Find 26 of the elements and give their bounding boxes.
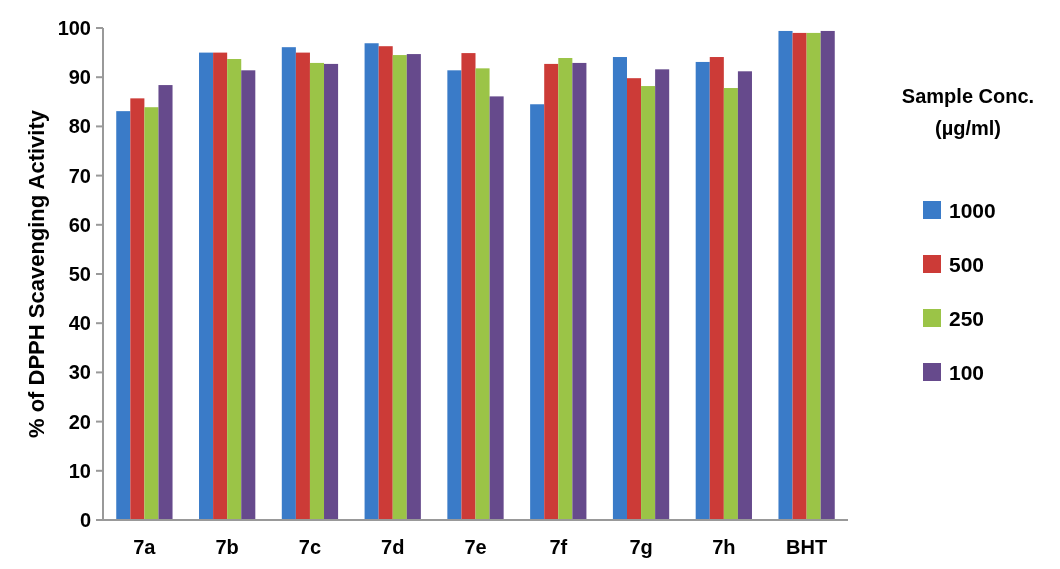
- y-tick-label: 50: [68, 263, 91, 285]
- y-tick-label: 90: [68, 66, 91, 89]
- x-tick-label: 7h: [712, 536, 736, 558]
- x-tick-label: 7e: [464, 536, 487, 558]
- x-tick-label: 7c: [298, 536, 322, 558]
- y-tick-label: 0: [79, 509, 91, 531]
- y-tick-label: 60: [68, 213, 91, 236]
- x-tick-label: 7f: [549, 536, 568, 558]
- x-tick-label: 7a: [133, 536, 157, 558]
- y-tick-label: 100: [57, 17, 91, 39]
- legend-label: 500: [949, 253, 985, 277]
- x-tick-label: 7b: [215, 536, 239, 558]
- x-tick-label: 7g: [629, 536, 653, 558]
- y-tick-label: 10: [68, 459, 91, 482]
- legend-label: 1000: [949, 199, 996, 223]
- y-tick-label: 30: [68, 361, 91, 384]
- legend-label: 250: [949, 307, 985, 331]
- y-tick-label: 80: [68, 115, 91, 138]
- x-tick-label: BHT: [786, 536, 828, 558]
- y-axis-title: % of DPPH Scavenging Activity: [24, 109, 49, 439]
- y-tick-label: 70: [68, 164, 91, 187]
- legend-title: Sample Conc. (µg/ml): [901, 85, 1035, 139]
- x-tick-label: 7d: [381, 536, 405, 558]
- y-tick-label: 40: [68, 312, 91, 335]
- legend-label: 100: [949, 361, 985, 385]
- y-tick-label: 20: [68, 410, 91, 433]
